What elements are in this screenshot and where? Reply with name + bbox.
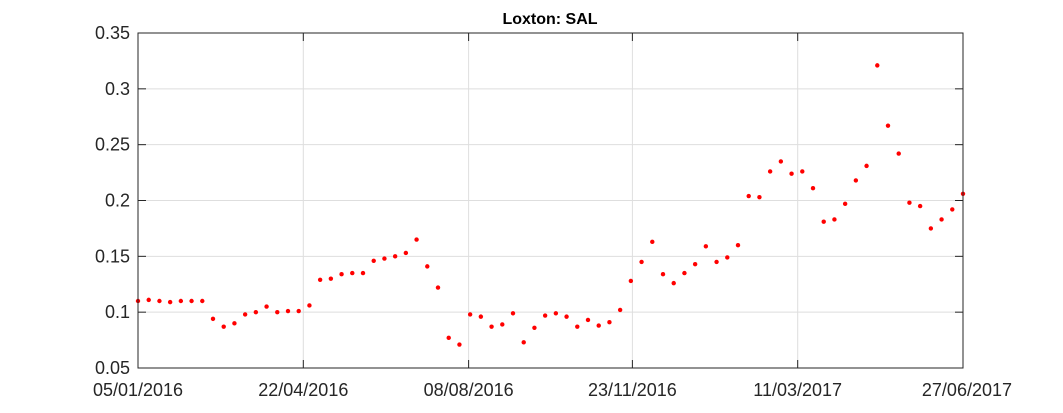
data-point (403, 250, 409, 256)
x-tick-label: 11/03/2017 (753, 380, 842, 400)
data-point (328, 276, 334, 281)
data-point (682, 270, 687, 276)
data-point (414, 237, 419, 242)
data-point (467, 312, 473, 317)
data-point (446, 335, 451, 341)
data-point (242, 312, 248, 317)
data-point (221, 324, 226, 329)
data-point (617, 307, 623, 313)
y-tick-label: 0.15 (95, 246, 130, 266)
x-tick-label: 22/04/2016 (258, 380, 348, 400)
data-point (746, 193, 751, 199)
data-point (339, 272, 344, 277)
data-point (628, 278, 634, 284)
tick-marks (137, 32, 964, 369)
data-point (928, 226, 934, 231)
x-tick-label: 23/11/2016 (588, 380, 677, 400)
data-point (596, 323, 601, 328)
data-point (189, 298, 194, 304)
data-point (564, 314, 569, 319)
data-point (639, 259, 644, 265)
data-point (435, 285, 441, 290)
data-point (575, 324, 580, 329)
data-point (371, 258, 376, 263)
data-point (542, 313, 548, 318)
data-point (864, 163, 869, 169)
data-point (907, 200, 912, 205)
data-point (307, 303, 312, 308)
data-point (178, 298, 184, 304)
y-tick-label: 0.3 (105, 79, 130, 99)
data-point (510, 311, 516, 316)
data-points (135, 63, 966, 347)
data-point (832, 217, 837, 222)
y-tick-label: 0.35 (95, 23, 130, 43)
y-tick-label: 0.05 (95, 358, 130, 378)
data-point (800, 169, 805, 174)
data-point (478, 314, 484, 319)
data-point (671, 280, 676, 286)
data-point (296, 308, 301, 314)
data-point (489, 324, 494, 329)
data-point (725, 255, 730, 260)
data-point (210, 316, 216, 322)
data-point (146, 297, 151, 303)
y-tick-labels: 0.05 0.1 0.15 0.2 0.25 0.3 0.35 (95, 23, 130, 378)
data-point (350, 270, 355, 276)
data-point (607, 320, 612, 325)
data-point (821, 219, 826, 224)
data-point (457, 342, 462, 347)
x-tick-label: 05/01/2016 (93, 380, 183, 400)
data-point (896, 151, 901, 156)
data-point (917, 203, 923, 209)
data-point (810, 186, 816, 191)
data-point (425, 264, 430, 269)
data-point (285, 308, 291, 314)
data-point (885, 123, 891, 128)
data-point (789, 171, 794, 176)
data-point (585, 317, 591, 323)
data-point (842, 201, 848, 207)
x-tick-label: 08/08/2016 (424, 380, 514, 400)
data-point (778, 159, 784, 164)
data-point (767, 169, 773, 174)
data-point (950, 207, 955, 212)
data-point (735, 242, 741, 248)
data-point (500, 322, 505, 327)
data-point (521, 340, 526, 345)
y-tick-label: 0.2 (105, 191, 130, 211)
data-point (382, 256, 387, 261)
data-point (692, 261, 698, 267)
data-point (757, 194, 762, 200)
data-point (650, 239, 655, 245)
data-point (167, 299, 173, 305)
data-point (853, 178, 859, 183)
y-tick-label: 0.25 (95, 135, 130, 155)
data-point (875, 63, 880, 68)
x-tick-labels: 05/01/2016 22/04/2016 08/08/2016 23/11/2016… (93, 380, 1012, 400)
data-point (264, 304, 269, 309)
data-point (275, 309, 280, 315)
data-point (714, 259, 719, 265)
data-point (553, 311, 559, 316)
data-point (532, 325, 537, 330)
data-point (360, 270, 366, 276)
data-point (253, 309, 259, 315)
x-tick-label: 27/06/2017 (922, 380, 1012, 400)
data-point (939, 217, 944, 222)
chart-title: Loxton: SAL (502, 11, 597, 28)
data-point (232, 321, 237, 326)
data-point (157, 298, 162, 304)
data-point (660, 272, 666, 277)
y-tick-label: 0.1 (105, 302, 130, 322)
data-point (392, 254, 398, 259)
data-point (200, 298, 205, 304)
data-point (317, 277, 323, 282)
data-point (703, 244, 709, 249)
